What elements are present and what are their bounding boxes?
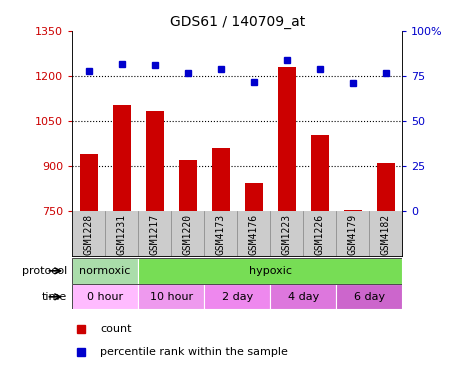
Bar bbox=[344, 210, 362, 211]
Bar bbox=[336, 284, 402, 309]
Text: GSM1217: GSM1217 bbox=[150, 214, 159, 255]
Bar bbox=[146, 111, 164, 211]
Bar bbox=[72, 284, 138, 309]
Bar bbox=[245, 183, 263, 211]
Text: protocol: protocol bbox=[22, 266, 67, 276]
Text: GSM4176: GSM4176 bbox=[249, 214, 259, 255]
Text: GSM4179: GSM4179 bbox=[348, 214, 358, 255]
Title: GDS61 / 140709_at: GDS61 / 140709_at bbox=[170, 15, 305, 29]
Bar bbox=[270, 284, 336, 309]
Text: time: time bbox=[42, 292, 67, 302]
Text: GSM4173: GSM4173 bbox=[216, 214, 226, 255]
Bar bbox=[80, 154, 98, 211]
Text: normoxic: normoxic bbox=[80, 266, 131, 276]
Bar bbox=[138, 258, 402, 284]
Bar bbox=[72, 31, 402, 211]
Bar bbox=[113, 105, 131, 211]
Text: GSM1231: GSM1231 bbox=[117, 214, 126, 255]
Bar bbox=[179, 160, 197, 211]
Text: 10 hour: 10 hour bbox=[150, 292, 193, 302]
Text: percentile rank within the sample: percentile rank within the sample bbox=[100, 347, 288, 356]
Text: GSM1226: GSM1226 bbox=[315, 214, 325, 255]
Text: GSM4182: GSM4182 bbox=[381, 214, 391, 255]
Text: 0 hour: 0 hour bbox=[87, 292, 123, 302]
Bar bbox=[278, 67, 296, 211]
Text: 4 day: 4 day bbox=[287, 292, 319, 302]
Text: GSM1223: GSM1223 bbox=[282, 214, 292, 255]
Bar bbox=[377, 163, 395, 211]
Bar bbox=[72, 31, 402, 211]
Text: 2 day: 2 day bbox=[221, 292, 253, 302]
Bar bbox=[204, 284, 270, 309]
Bar bbox=[212, 148, 230, 211]
Text: GSM1228: GSM1228 bbox=[84, 214, 93, 255]
Bar bbox=[138, 284, 204, 309]
Text: hypoxic: hypoxic bbox=[249, 266, 292, 276]
Bar bbox=[72, 258, 138, 284]
Text: count: count bbox=[100, 324, 132, 334]
Text: GSM1220: GSM1220 bbox=[183, 214, 193, 255]
Text: 6 day: 6 day bbox=[354, 292, 385, 302]
Bar bbox=[311, 135, 329, 211]
